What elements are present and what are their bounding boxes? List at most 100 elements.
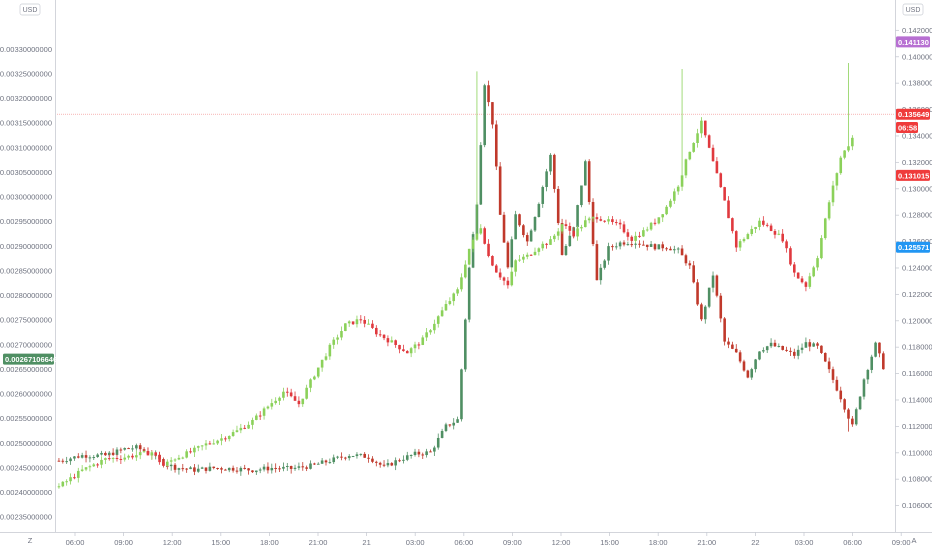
candle-body[interactable] — [533, 216, 537, 231]
candle-body[interactable] — [796, 349, 800, 356]
candle-body[interactable] — [572, 230, 575, 237]
candle-body[interactable] — [568, 235, 572, 246]
candle-body[interactable] — [173, 459, 177, 461]
candle-body[interactable] — [642, 230, 645, 237]
candle-body[interactable] — [274, 467, 277, 469]
candle-body[interactable] — [57, 460, 61, 462]
candle-body[interactable] — [754, 226, 757, 230]
candle-body[interactable] — [166, 461, 169, 466]
candle-body[interactable] — [282, 391, 285, 398]
candle-body[interactable] — [142, 449, 146, 452]
candle-body[interactable] — [711, 147, 715, 162]
candle-body[interactable] — [227, 435, 231, 440]
candle-body[interactable] — [742, 239, 746, 242]
candle-body[interactable] — [723, 187, 726, 201]
candle-body[interactable] — [448, 301, 452, 305]
candle-body[interactable] — [421, 454, 425, 456]
candle-body[interactable] — [754, 359, 757, 370]
candle-body[interactable] — [320, 359, 324, 368]
candle-body[interactable] — [564, 224, 568, 227]
timezone-button[interactable]: Z — [28, 536, 33, 545]
candle-body[interactable] — [491, 256, 494, 266]
candle-body[interactable] — [614, 246, 618, 248]
candle-body[interactable] — [409, 348, 413, 354]
candle-body[interactable] — [719, 295, 723, 319]
candle-body[interactable] — [700, 304, 703, 320]
candle-body[interactable] — [309, 463, 312, 469]
candle-body[interactable] — [556, 231, 560, 236]
candle-body[interactable] — [200, 445, 204, 447]
candle-body[interactable] — [537, 248, 541, 252]
candle-body[interactable] — [200, 467, 204, 469]
candle-body[interactable] — [630, 236, 634, 241]
candle-body[interactable] — [193, 467, 196, 472]
candle-body[interactable] — [823, 352, 827, 362]
candle-body[interactable] — [340, 456, 343, 458]
candle-body[interactable] — [800, 347, 804, 350]
candle-body[interactable] — [297, 400, 301, 405]
candle-body[interactable] — [158, 455, 161, 463]
candle-body[interactable] — [673, 249, 676, 251]
candle-body[interactable] — [208, 466, 212, 471]
candle-body[interactable] — [301, 398, 305, 405]
candle-body[interactable] — [413, 344, 417, 349]
candle-body[interactable] — [638, 243, 641, 245]
candle-body[interactable] — [224, 438, 227, 440]
candle-body[interactable] — [154, 452, 157, 456]
candle-body[interactable] — [715, 275, 719, 296]
timezone-button-label[interactable]: Z — [28, 536, 33, 545]
candle-body[interactable] — [88, 457, 92, 459]
candle-body[interactable] — [344, 457, 347, 459]
candle-body[interactable] — [553, 154, 556, 189]
left-price-axis[interactable]: 0.00235000000 0.00240000000 0.00245000000 0… — [0, 45, 52, 522]
candle-body[interactable] — [584, 220, 587, 228]
candle-body[interactable] — [413, 451, 417, 455]
candle-body[interactable] — [703, 306, 707, 320]
candle-body[interactable] — [483, 85, 486, 146]
candle-body[interactable] — [131, 448, 134, 450]
candle-body[interactable] — [731, 218, 734, 232]
candle-body[interactable] — [278, 468, 281, 470]
candle-body[interactable] — [402, 349, 405, 352]
candle-body[interactable] — [169, 464, 173, 467]
candle-body[interactable] — [460, 277, 463, 290]
candle-body[interactable] — [808, 342, 812, 347]
candle-body[interactable] — [107, 458, 111, 460]
candle-body[interactable] — [642, 244, 645, 246]
candle-body[interactable] — [580, 227, 583, 229]
candle-body[interactable] — [684, 159, 688, 176]
candle-body[interactable] — [328, 462, 332, 464]
candle-body[interactable] — [239, 427, 243, 431]
candle-body[interactable] — [595, 244, 599, 281]
candle-body[interactable] — [247, 468, 250, 471]
candle-body[interactable] — [653, 244, 657, 250]
candle-body[interactable] — [282, 466, 285, 469]
candle-body[interactable] — [773, 342, 777, 347]
candle-body[interactable] — [452, 422, 456, 426]
candle-body[interactable] — [135, 455, 138, 458]
candle-body[interactable] — [251, 470, 254, 473]
candle-body[interactable] — [843, 150, 846, 158]
candle-body[interactable] — [255, 415, 258, 420]
candle-body[interactable] — [409, 454, 413, 456]
candle-body[interactable] — [84, 467, 88, 470]
candle-body[interactable] — [405, 351, 409, 354]
candle-body[interactable] — [800, 278, 804, 283]
candle-body[interactable] — [266, 466, 270, 471]
candle-body[interactable] — [491, 102, 494, 125]
candle-body[interactable] — [676, 248, 680, 250]
candle-body[interactable] — [696, 282, 699, 305]
candle-body[interactable] — [638, 235, 641, 237]
candle-body[interactable] — [208, 443, 212, 445]
candle-body[interactable] — [514, 214, 517, 240]
candle-body[interactable] — [684, 255, 688, 264]
candle-body[interactable] — [123, 448, 127, 450]
candle-body[interactable] — [88, 466, 92, 468]
candle-body[interactable] — [669, 200, 672, 207]
candle-body[interactable] — [789, 350, 792, 352]
candle-body[interactable] — [645, 244, 649, 247]
candle-body[interactable] — [378, 462, 382, 465]
candle-body[interactable] — [417, 451, 421, 455]
candle-body[interactable] — [769, 342, 773, 347]
candle-body[interactable] — [603, 260, 606, 268]
